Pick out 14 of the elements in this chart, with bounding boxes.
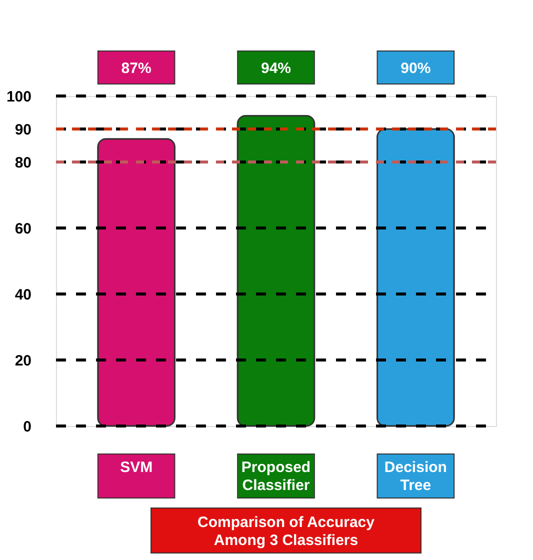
y-tick-label: 100 (6, 88, 32, 106)
x-tick-label: Proposed Classifier (241, 459, 311, 494)
y-tick-label: 90 (14, 122, 32, 138)
y-tick-label: 40 (14, 286, 32, 304)
data-label: 90% (400, 60, 431, 77)
x-tick-label: Decision Tree (384, 459, 447, 494)
y-tick-label: 60 (14, 220, 32, 238)
y-tick-label: 80 (14, 154, 32, 172)
data-label: 87% (121, 60, 152, 77)
x-tick-label: SVM (120, 459, 153, 476)
text: Comparison of Accuracy Among 3 Classifiers (198, 514, 376, 549)
y-tick-label: 20 (14, 352, 32, 370)
y-tick-label: 0 (23, 418, 32, 436)
data-label: 94% (260, 60, 292, 77)
